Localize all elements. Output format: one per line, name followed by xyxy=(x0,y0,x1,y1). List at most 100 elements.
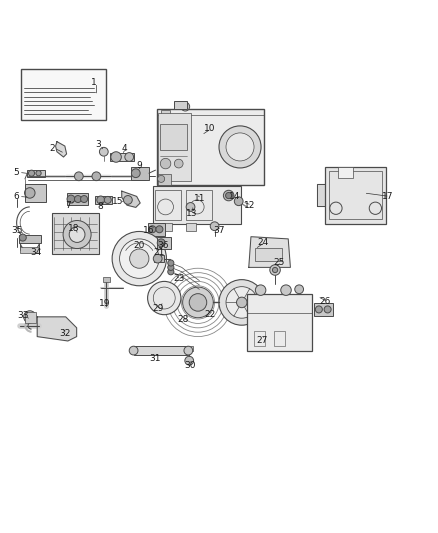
Bar xyxy=(186,223,196,231)
Bar xyxy=(52,213,99,254)
Circle shape xyxy=(281,285,291,295)
Circle shape xyxy=(148,281,181,314)
Text: 37: 37 xyxy=(213,226,225,235)
Circle shape xyxy=(158,175,165,182)
Text: 18: 18 xyxy=(68,224,79,233)
Bar xyxy=(162,223,172,231)
Bar xyxy=(110,152,134,161)
Text: 2: 2 xyxy=(50,144,55,153)
Bar xyxy=(155,190,181,220)
Circle shape xyxy=(324,306,331,313)
Bar xyxy=(314,303,333,316)
Text: 33: 33 xyxy=(17,311,28,320)
Circle shape xyxy=(156,226,163,233)
Bar xyxy=(329,171,382,219)
Circle shape xyxy=(69,227,85,243)
Circle shape xyxy=(255,285,266,295)
Circle shape xyxy=(295,285,304,294)
Text: 15: 15 xyxy=(112,197,123,206)
Bar xyxy=(154,255,164,262)
Bar xyxy=(274,331,285,346)
Text: 1: 1 xyxy=(91,78,97,87)
Circle shape xyxy=(92,172,101,181)
Bar xyxy=(27,169,45,177)
Circle shape xyxy=(168,260,174,266)
Circle shape xyxy=(226,192,232,199)
Circle shape xyxy=(97,196,105,204)
Circle shape xyxy=(19,234,26,241)
Text: 20: 20 xyxy=(134,241,145,250)
Circle shape xyxy=(219,280,265,325)
Bar xyxy=(25,184,46,201)
Bar xyxy=(325,167,386,223)
Circle shape xyxy=(315,306,322,313)
Circle shape xyxy=(270,265,280,275)
Bar xyxy=(160,124,187,150)
Circle shape xyxy=(185,356,194,365)
Circle shape xyxy=(219,126,261,168)
Text: 26: 26 xyxy=(319,297,331,306)
Text: 21: 21 xyxy=(153,247,164,256)
Text: 35: 35 xyxy=(11,226,22,235)
Circle shape xyxy=(226,133,254,161)
Bar xyxy=(19,235,41,243)
Text: 5: 5 xyxy=(14,168,20,177)
Text: 10: 10 xyxy=(204,124,215,133)
Text: 34: 34 xyxy=(30,248,42,257)
Text: 29: 29 xyxy=(152,304,163,313)
Circle shape xyxy=(99,147,108,156)
Text: 6: 6 xyxy=(14,192,20,201)
Bar xyxy=(134,346,188,355)
Polygon shape xyxy=(37,317,77,341)
Circle shape xyxy=(272,268,278,273)
Polygon shape xyxy=(56,142,67,157)
Bar xyxy=(148,223,165,236)
Text: 3: 3 xyxy=(95,140,102,149)
Circle shape xyxy=(237,297,247,308)
Circle shape xyxy=(24,311,36,323)
Text: 9: 9 xyxy=(136,161,142,170)
Text: 17: 17 xyxy=(382,192,393,201)
Circle shape xyxy=(174,159,183,168)
Text: 32: 32 xyxy=(59,328,71,337)
Circle shape xyxy=(153,254,162,263)
Circle shape xyxy=(210,222,219,231)
Text: 30: 30 xyxy=(185,360,196,369)
Bar xyxy=(153,187,241,223)
Bar xyxy=(338,167,353,177)
Circle shape xyxy=(28,170,35,176)
Circle shape xyxy=(63,221,91,248)
Bar xyxy=(20,247,39,253)
Text: 8: 8 xyxy=(98,201,104,211)
Bar xyxy=(161,110,170,114)
Text: 28: 28 xyxy=(177,314,189,324)
Text: 14: 14 xyxy=(229,192,240,201)
Bar xyxy=(25,312,36,322)
Circle shape xyxy=(183,287,213,318)
Text: 19: 19 xyxy=(99,299,110,308)
Circle shape xyxy=(181,102,190,111)
Bar xyxy=(254,331,265,346)
Circle shape xyxy=(104,197,111,204)
Bar xyxy=(158,174,171,184)
Circle shape xyxy=(186,203,195,211)
Circle shape xyxy=(120,239,159,278)
Bar xyxy=(157,109,264,185)
Circle shape xyxy=(189,294,207,311)
Circle shape xyxy=(234,197,243,206)
Text: 12: 12 xyxy=(244,201,255,209)
Bar xyxy=(186,346,193,351)
Text: 22: 22 xyxy=(205,310,216,319)
Circle shape xyxy=(111,152,121,162)
Circle shape xyxy=(129,346,138,355)
Bar xyxy=(103,278,110,282)
Circle shape xyxy=(131,169,140,177)
Circle shape xyxy=(130,249,149,268)
Circle shape xyxy=(125,152,134,161)
Bar xyxy=(131,167,149,180)
Circle shape xyxy=(157,239,165,247)
Bar xyxy=(247,294,312,351)
Circle shape xyxy=(67,195,75,203)
Circle shape xyxy=(74,196,81,203)
Circle shape xyxy=(223,190,234,201)
